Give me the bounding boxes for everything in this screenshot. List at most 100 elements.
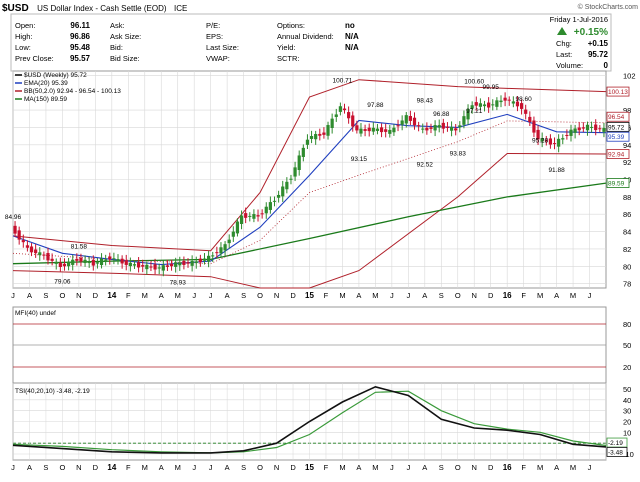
candle-body [433,125,437,131]
candle-body [281,186,285,197]
x-tick-label: N [274,463,279,472]
candle-body [104,259,108,261]
candle-body [202,258,207,261]
candle-body [83,259,87,264]
price-tag: 89.59 [608,181,625,188]
candle-body [198,258,202,263]
candle-body [71,259,75,265]
tsi-axis-label: 10 [623,428,631,437]
x-tick-label: A [27,463,32,472]
candle-body [470,105,474,109]
quote-label: Volume: [556,61,583,70]
candle-body [207,255,211,262]
candle-body [342,108,347,111]
candle-body [495,100,499,107]
y-tick-label: 82 [623,245,631,254]
candle-body [305,139,310,145]
x-tick-label: A [159,291,164,300]
candle-body [108,256,112,260]
candle-body [13,225,17,234]
candle-body [116,259,120,262]
candle-body [25,245,30,248]
quote-date: Friday 1-Jul-2016 [550,15,608,24]
price-annotation: 97.88 [367,102,384,109]
price-tag: 92.94 [608,151,625,158]
legend-entry: BB(50,2.0) 92.94 - 96.54 - 100.13 [24,88,121,95]
candle-body [91,259,95,266]
quote-label: P/E: [206,21,220,30]
candle-body [182,260,186,265]
quote-label: Yield: [277,43,295,52]
price-annotation: 98.43 [417,97,434,104]
candle-body [256,215,260,217]
candle-body [112,258,116,260]
x-tick-label: M [142,463,148,472]
candle-body [561,138,565,140]
candle-body [174,262,178,267]
candle-body [552,143,557,145]
candle-body [231,231,235,237]
candle-body [458,125,462,128]
x-tick-label: F [126,463,131,472]
candle-body [474,102,478,106]
x-tick-label: J [588,291,592,300]
x-tick-label: J [11,463,15,472]
candle-body [482,104,487,107]
x-tick-label: M [175,291,181,300]
candle-body [223,244,227,251]
x-tick-label: M [570,463,576,472]
candle-body [569,129,573,136]
quote-label: SCTR: [277,54,300,63]
candle-body [219,247,223,254]
candle-body [297,155,301,170]
quote-box [10,13,612,72]
y-tick-label: 80 [623,262,631,271]
price-panel: J A S O N D 14 F M A M J J A S O N D 15 F M A M J J A S O N D 16 F M A M J 1… [5,70,636,300]
x-tick-label: F [521,463,526,472]
chart-title: $USD US Dollar Index - Cash Settle (EOD)… [2,0,187,15]
candle-body [466,108,470,120]
x-tick-label: J [209,291,213,300]
x-tick-label: A [27,291,32,300]
price-annotation: 92.52 [417,162,434,169]
price-tag: 96.54 [608,114,625,121]
quote-value: N/A [345,43,359,52]
price-tag-box [606,86,630,97]
candle-body [499,100,503,103]
x-tick-label: S [241,463,246,472]
candle-body [347,112,351,119]
quote-value: no [345,21,355,30]
candle-body [58,262,62,267]
x-tick-label: N [472,291,477,300]
x-tick-label: S [439,291,444,300]
x-tick-label: S [241,291,246,300]
candle-body [351,115,355,127]
instrument-name: US Dollar Index - Cash Settle (EOD) [37,4,167,13]
candle-body [557,138,561,147]
x-tick-label: M [372,463,378,472]
quote-value: 95.72 [588,50,609,59]
candle-body [449,127,454,131]
candle-body [429,127,433,129]
candle-body [277,194,281,198]
candle-body [515,101,520,107]
candle-body [379,127,384,133]
y-tick-label: 94 [623,141,631,150]
x-tick-label: O [257,291,263,300]
tsi-axis-label: 50 [623,385,631,394]
candle-body [462,116,466,125]
candle-body [388,129,392,134]
x-tick-label: A [159,463,164,472]
legend-entry: MA(150) 89.59 [24,96,67,103]
change-percent: +0.15% [574,27,608,38]
price-annotation: 100.71 [332,78,352,85]
candle-body [79,257,83,262]
x-tick-label: M [570,291,576,300]
watermark: © StockCharts.com [578,3,639,11]
quote-value: +0.15 [588,39,609,48]
candle-body [396,125,400,127]
x-tick-label: A [356,463,361,472]
candle-body [157,267,161,269]
candle-body [491,104,495,106]
